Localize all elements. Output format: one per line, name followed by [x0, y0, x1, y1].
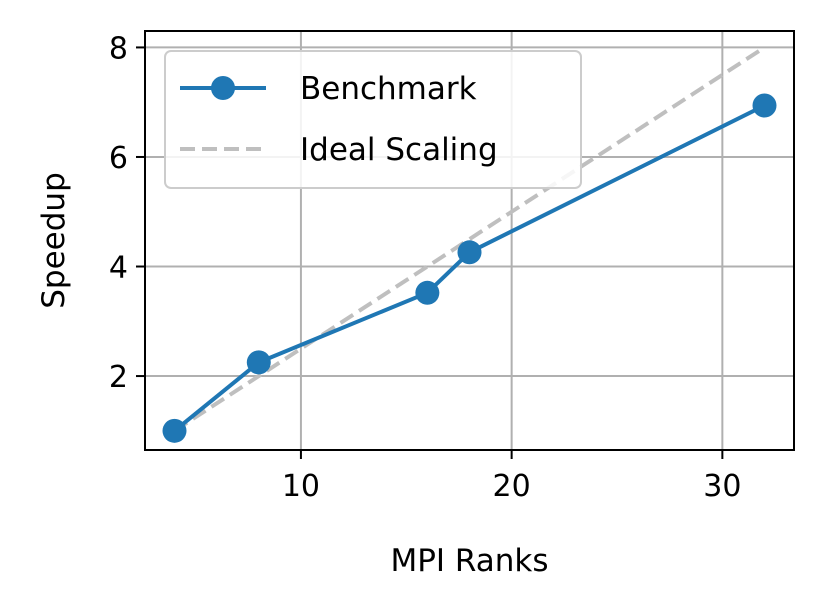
y-axis-label: Speedup [36, 172, 72, 309]
plot-series [162, 45, 777, 443]
legend: Benchmark Ideal Scaling [164, 50, 582, 189]
ideal-scaling-line [173, 45, 766, 433]
legend-benchmark-label: Benchmark [300, 71, 477, 107]
benchmark-point [752, 93, 777, 118]
benchmark-point [415, 280, 440, 305]
x-tick-label: 30 [703, 469, 741, 504]
benchmark-point [457, 240, 482, 265]
x-tick-label: 20 [493, 469, 531, 504]
legend-box [164, 50, 582, 189]
y-tick-label: 4 [109, 251, 128, 286]
y-tick-label: 8 [109, 31, 128, 66]
axis-ticks: 10 20 30 2 4 6 8 [109, 31, 742, 504]
plot-frame [144, 30, 795, 451]
benchmark-point [162, 418, 187, 443]
legend-ideal-label: Ideal Scaling [300, 132, 498, 168]
x-axis-label: MPI Ranks [390, 543, 548, 579]
x-tick-label: 10 [282, 469, 320, 504]
y-tick-label: 6 [109, 141, 128, 176]
benchmark-point [246, 350, 271, 375]
legend-benchmark-marker [211, 76, 235, 100]
y-tick-label: 2 [109, 360, 128, 395]
